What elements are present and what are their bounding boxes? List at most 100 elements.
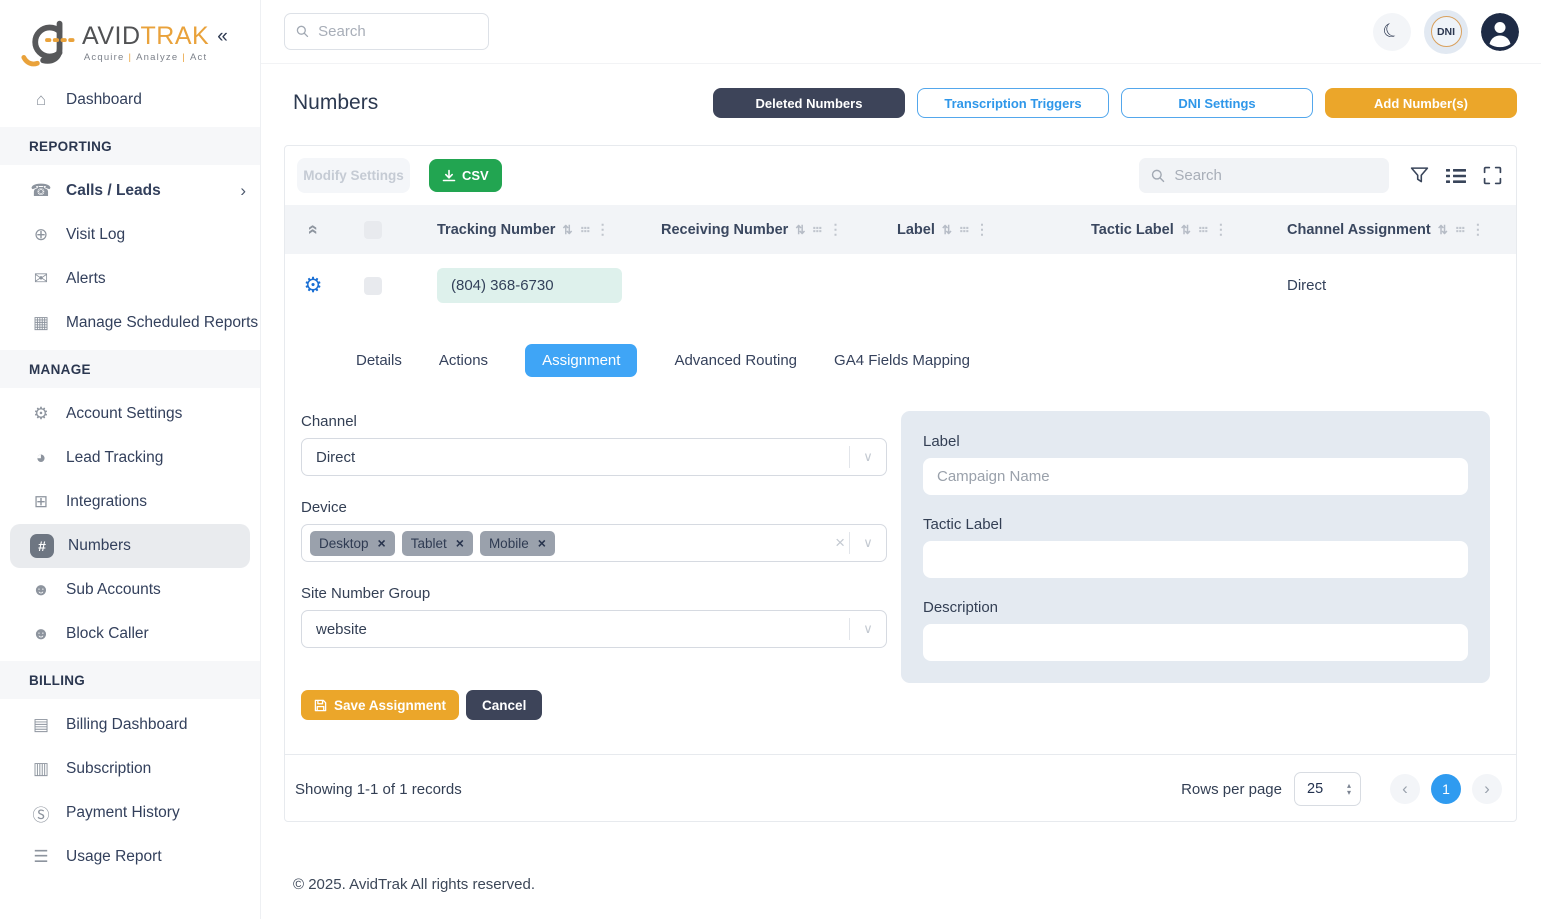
columns-icon[interactable] [1446, 168, 1466, 184]
row-checkbox[interactable] [364, 276, 382, 295]
site-number-group-label: Site Number Group [301, 585, 431, 602]
sort-icon[interactable]: ⇅ [1180, 222, 1191, 237]
tactic-label-input[interactable] [923, 541, 1468, 578]
remove-chip-icon[interactable]: × [377, 535, 386, 551]
column-menu-icon[interactable]: ⋮ [1213, 221, 1228, 237]
assignment-form: Channel Direct ∨ Device Desktop × Tablet ×… [301, 413, 887, 720]
rows-per-page-input[interactable] [1307, 781, 1333, 797]
device-multiselect[interactable]: Desktop × Tablet × Mobile × × ∨ [301, 524, 887, 562]
site-number-group-select[interactable]: website ∨ [301, 610, 887, 648]
sidebar-item-numbers[interactable]: # Numbers [10, 524, 250, 568]
subscription-card-icon: ▥ [32, 759, 50, 778]
tab-assignment[interactable]: Assignment [525, 344, 638, 377]
drag-handle-icon[interactable]: ⠿ [1195, 225, 1208, 234]
clear-all-icon[interactable]: × [835, 533, 845, 552]
gear-icon: ⚙ [33, 404, 49, 423]
column-menu-icon[interactable]: ⋮ [1470, 221, 1485, 237]
sidebar-item-dashboard[interactable]: ⌂ Dashboard [0, 78, 260, 122]
select-all-checkbox[interactable] [364, 220, 382, 239]
integrations-grid-icon: ⊞ [33, 492, 49, 511]
label-field-label: Label [923, 433, 960, 450]
campaign-name-input[interactable] [923, 458, 1468, 495]
remove-chip-icon[interactable]: × [537, 535, 546, 551]
dni-badge[interactable]: DNI [1424, 9, 1468, 54]
tab-advanced-routing[interactable]: Advanced Routing [674, 352, 798, 369]
drag-handle-icon[interactable]: ⠿ [1452, 225, 1465, 234]
sidebar-item-block-caller[interactable]: ☻ Block Caller [0, 612, 260, 656]
sidebar-item-alerts[interactable]: ✉ Alerts [0, 257, 260, 301]
column-menu-icon[interactable]: ⋮ [595, 221, 610, 237]
channel-select[interactable]: Direct ∨ [301, 438, 887, 476]
search-icon [1151, 169, 1165, 182]
sidebar: AVIDTRAK Acquire | Analyze | Act « ⌂ Dashboa… [0, 0, 261, 919]
table-search-input[interactable] [1174, 167, 1377, 184]
device-label: Device [301, 499, 347, 516]
sort-icon[interactable]: ⇅ [1437, 222, 1448, 237]
cancel-button[interactable]: Cancel [466, 690, 543, 720]
drag-handle-icon[interactable]: ⠿ [577, 225, 590, 234]
global-search-input[interactable] [318, 23, 477, 40]
deleted-numbers-button[interactable]: Deleted Numbers [713, 88, 905, 118]
description-field-label: Description [923, 599, 999, 616]
row-settings-gear-icon[interactable]: ⚙ [303, 274, 323, 297]
fullscreen-icon[interactable] [1483, 166, 1502, 185]
sidebar-section-reporting: REPORTING [0, 127, 260, 165]
dark-mode-toggle[interactable]: ☾ [1373, 12, 1411, 51]
tactic-label-field-label: Tactic Label [923, 516, 1003, 533]
chevron-down-icon[interactable]: ∨ [863, 449, 873, 464]
sidebar-item-calls-leads[interactable]: ☎ Calls / Leads › [30, 181, 246, 200]
chevron-down-icon[interactable]: ∨ [863, 535, 873, 550]
drag-handle-icon[interactable]: ⠿ [956, 225, 969, 234]
drag-handle-icon[interactable]: ⠿ [809, 225, 822, 234]
tracking-number-chip[interactable]: (804) 368-6730 [437, 268, 622, 303]
sort-icon[interactable]: ⇅ [795, 222, 806, 237]
sidebar-item-manage-scheduled-reports[interactable]: ▦ Manage Scheduled Reports [0, 301, 260, 345]
column-header-label: Label ⇅ ⠿ ⋮ [897, 221, 989, 238]
description-input[interactable] [923, 624, 1468, 661]
sidebar-section-billing: BILLING [0, 661, 260, 699]
sidebar-collapse-icon[interactable]: « [217, 26, 228, 47]
device-chip-mobile: Mobile × [479, 530, 555, 556]
sort-icon[interactable]: ⇅ [941, 222, 952, 237]
sidebar-item-visit-log[interactable]: ⊕ Visit Log [0, 213, 260, 257]
rows-per-page-stepper[interactable]: ▴▾ [1294, 772, 1361, 806]
sidebar-item-payment-history[interactable]: Ⓢ Payment History [0, 791, 260, 835]
user-avatar[interactable] [1481, 12, 1519, 51]
download-icon [442, 169, 456, 181]
sidebar-item-lead-tracking[interactable]: ◕ Lead Tracking [0, 436, 260, 480]
csv-export-button[interactable]: CSV [429, 159, 502, 192]
brand-tagline: Acquire | Analyze | Act [83, 51, 208, 63]
sidebar-item-usage-report[interactable]: ☰ Usage Report [0, 835, 260, 879]
prev-page-button[interactable]: ‹ [1390, 774, 1420, 804]
detail-tabs: Details Actions Assignment Advanced Rout… [356, 344, 970, 377]
sidebar-item-account-settings[interactable]: ⚙ Account Settings [0, 392, 260, 436]
page-1-button[interactable]: 1 [1431, 774, 1461, 804]
cell-channel-assignment: Direct [1287, 277, 1327, 294]
global-search[interactable] [284, 13, 489, 50]
stepper-arrows-icon[interactable]: ▴ ▾ [1346, 781, 1351, 797]
transcription-triggers-button[interactable]: Transcription Triggers [917, 88, 1109, 118]
column-menu-icon[interactable]: ⋮ [828, 221, 843, 237]
chevron-down-icon[interactable]: ∨ [863, 621, 873, 636]
sidebar-item-sub-accounts[interactable]: ☻ Sub Accounts [0, 568, 260, 612]
sidebar-item-subscription[interactable]: ▥ Subscription [0, 747, 260, 791]
next-page-button[interactable]: › [1472, 774, 1502, 804]
dni-settings-button[interactable]: DNI Settings [1121, 88, 1313, 118]
numbers-table-card: Modify Settings CSV [284, 145, 1517, 822]
column-menu-icon[interactable]: ⋮ [975, 221, 989, 237]
tab-actions[interactable]: Actions [438, 352, 489, 369]
sidebar-item-integrations[interactable]: ⊞ Integrations [0, 480, 260, 524]
tab-ga4-fields-mapping[interactable]: GA4 Fields Mapping [834, 352, 970, 369]
filter-icon[interactable] [1410, 166, 1429, 185]
sort-icon[interactable]: ⇅ [562, 222, 573, 237]
add-numbers-button[interactable]: Add Number(s) [1325, 88, 1517, 118]
home-icon: ⌂ [35, 90, 47, 109]
tab-details[interactable]: Details [356, 352, 402, 369]
sidebar-item-billing-dashboard[interactable]: ▤ Billing Dashboard [0, 703, 260, 747]
save-assignment-button[interactable]: Save Assignment [301, 690, 460, 720]
table-search[interactable] [1139, 158, 1389, 193]
remove-chip-icon[interactable]: × [455, 535, 464, 551]
label-panel: Label Tactic Label Description [901, 411, 1490, 683]
modify-settings-button[interactable]: Modify Settings [297, 158, 410, 193]
collapse-rows-icon[interactable]: « [303, 224, 324, 235]
